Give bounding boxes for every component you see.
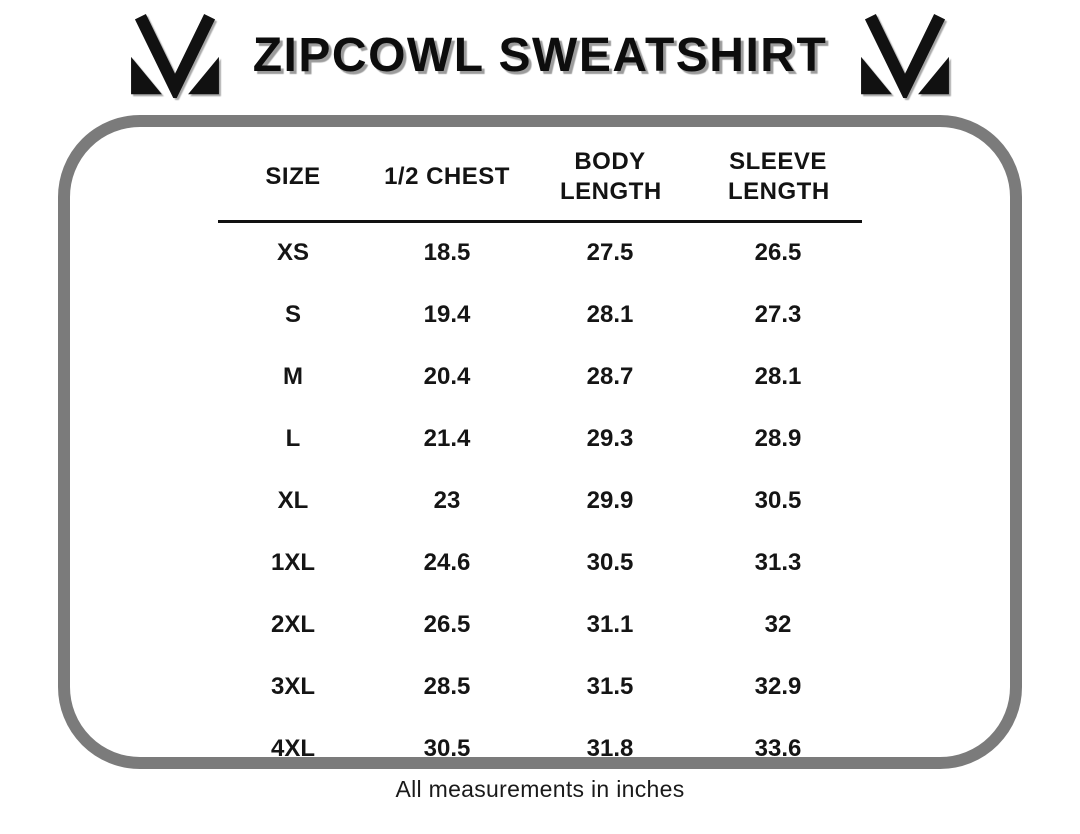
table-cell: 30.5 (423, 734, 471, 762)
table-cell: XL (277, 486, 309, 514)
table-cell: 23 (433, 486, 461, 514)
table-row: 1XL 24.6 30.5 31.3 (218, 532, 862, 594)
size-chart-panel: SIZE 1/2 CHEST BODY LENGTH SLEEVE LENGTH… (58, 115, 1022, 769)
table-cell: XS (276, 239, 309, 267)
table-cell: 28.1 (586, 300, 634, 328)
table-cell: 2XL (270, 610, 315, 638)
table-cell: 29.3 (586, 424, 634, 452)
table-cell: 19.4 (423, 300, 471, 328)
table-cell: 31.8 (586, 734, 634, 762)
column-header-size: SIZE (218, 139, 368, 223)
header: ZIPCOWL SWEATSHIRT (0, 0, 1080, 98)
page-title: ZIPCOWL SWEATSHIRT (252, 28, 828, 82)
column-header-sleeve-length: SLEEVE LENGTH (694, 139, 862, 223)
table-cell: 32.9 (754, 672, 802, 700)
table-cell: 33.6 (754, 734, 802, 762)
column-header-half-chest: 1/2 CHEST (368, 139, 526, 223)
table-cell: L (285, 424, 301, 452)
table-cell: 28.7 (586, 362, 634, 390)
table-row: XL 23 29.9 30.5 (218, 470, 862, 532)
table-row: L 21.4 29.3 28.9 (218, 408, 862, 470)
table-cell: 4XL (270, 734, 315, 762)
size-chart-header: SIZE 1/2 CHEST BODY LENGTH SLEEVE LENGTH (218, 139, 862, 223)
table-cell: 31.3 (754, 548, 802, 576)
header-row: SIZE 1/2 CHEST BODY LENGTH SLEEVE LENGTH (218, 139, 862, 223)
column-header-body-length: BODY LENGTH (526, 139, 694, 223)
table-cell: 31.1 (586, 610, 634, 638)
table-cell: 21.4 (423, 424, 471, 452)
brand-logo-right-icon (853, 12, 957, 98)
table-cell: M (283, 362, 303, 390)
table-cell: 31.5 (586, 672, 634, 700)
table-cell: 29.9 (586, 486, 634, 514)
table-cell: 24.6 (423, 548, 471, 576)
size-chart-table: SIZE 1/2 CHEST BODY LENGTH SLEEVE LENGTH… (218, 139, 862, 780)
table-cell: 20.4 (423, 362, 471, 390)
table-row: 3XL 28.5 31.5 32.9 (218, 656, 862, 718)
table-row: M 20.4 28.7 28.1 (218, 346, 862, 408)
table-cell: 1XL (270, 548, 315, 576)
table-row: 2XL 26.5 31.1 32 (218, 594, 862, 656)
table-cell: 32 (764, 610, 792, 638)
size-chart-body: XS 18.5 27.5 26.5 S 19.4 28.1 27.3 M 20.4 28.7 28.1… (218, 222, 862, 780)
table-cell: 30.5 (754, 486, 802, 514)
table-cell: 3XL (270, 672, 315, 700)
table-cell: 27.5 (586, 239, 634, 267)
table-row: 4XL 30.5 31.8 33.6 (218, 718, 862, 780)
table-cell: S (284, 300, 301, 328)
measurement-note: All measurements in inches (395, 776, 685, 802)
table-row: S 19.4 28.1 27.3 (218, 284, 862, 346)
table-cell: 28.9 (754, 424, 802, 452)
table-cell: 28.5 (423, 672, 471, 700)
table-cell: 27.3 (754, 300, 802, 328)
table-row: XS 18.5 27.5 26.5 (218, 222, 862, 284)
table-cell: 26.5 (754, 239, 802, 267)
brand-logo-left-icon (123, 12, 227, 98)
table-cell: 18.5 (423, 239, 471, 267)
table-cell: 28.1 (754, 362, 802, 390)
table-cell: 30.5 (586, 548, 634, 576)
table-cell: 26.5 (423, 610, 471, 638)
